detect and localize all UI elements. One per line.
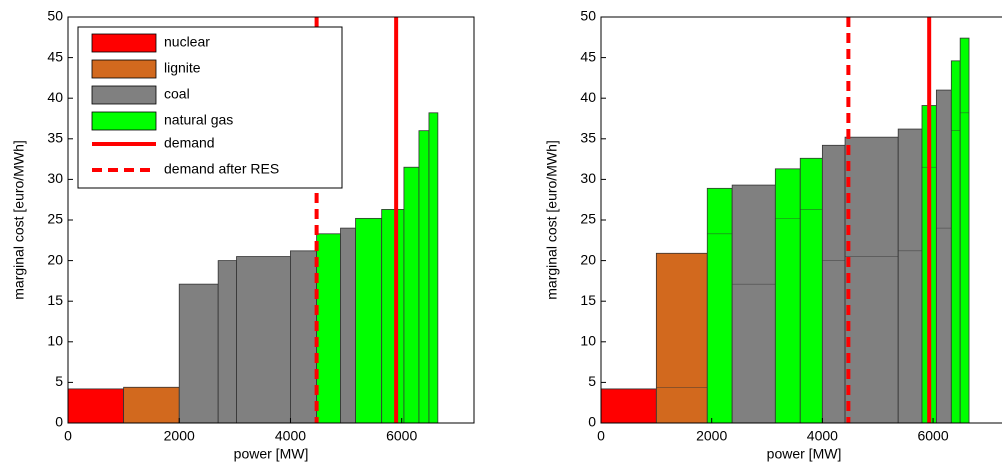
bar [731, 184, 776, 424]
y-axis-label: marginal cost [euro/MWh] [544, 140, 560, 300]
y-tick-label: 0 [588, 414, 596, 430]
x-tick-label: 6000 [917, 428, 948, 444]
y-tick-label: 10 [47, 333, 63, 349]
bar [340, 227, 356, 424]
y-tick-label: 30 [580, 170, 596, 186]
bar [799, 157, 823, 424]
axes: 0 5 10 15 20 25 30 35 40 45 50 0 2000 4000 6000 power [… [11, 8, 475, 462]
legend-box [77, 26, 343, 189]
bar [290, 250, 318, 424]
y-tick-label: 35 [580, 130, 596, 146]
y-tick-label: 35 [47, 130, 63, 146]
legend-label: nuclear [164, 34, 210, 50]
bar [706, 187, 733, 424]
x-axis-label: power [MW] [767, 446, 842, 462]
bar [355, 217, 383, 424]
x-tick-label: 6000 [386, 428, 417, 444]
bar [403, 166, 420, 424]
bar [821, 144, 846, 424]
y-tick-label: 45 [47, 48, 63, 64]
y-tick-label: 0 [55, 414, 63, 430]
bar [844, 136, 899, 424]
bar [600, 388, 657, 424]
x-tick-label: 4000 [807, 428, 838, 444]
x-tick-label: 4000 [275, 428, 306, 444]
y-tick-label: 25 [580, 211, 596, 227]
bar [316, 233, 341, 424]
bar [217, 260, 237, 424]
y-tick-label: 5 [55, 373, 63, 389]
y-axis-label: marginal cost [euro/MWh] [11, 140, 27, 300]
y-tick-label: 25 [47, 211, 63, 227]
legend-label: coal [164, 86, 190, 102]
legend-swatch [91, 111, 157, 131]
x-tick-label: 0 [64, 428, 72, 444]
y-tick-label: 20 [47, 251, 63, 267]
bar [950, 60, 961, 424]
bar [236, 256, 291, 424]
bar [774, 168, 801, 424]
x-tick-label: 0 [597, 428, 605, 444]
bar [897, 128, 923, 424]
legend-swatch [91, 59, 157, 79]
bar [428, 112, 439, 424]
y-tick-label: 40 [580, 89, 596, 105]
y-tick-label: 15 [47, 292, 63, 308]
legend-label: demand [164, 135, 215, 151]
y-tick-label: 50 [47, 8, 63, 24]
legend-label: demand after RES [164, 161, 279, 177]
bar [959, 37, 970, 424]
legend-label: natural gas [164, 112, 233, 128]
y-tick-label: 40 [47, 89, 63, 105]
x-tick-label: 2000 [696, 428, 727, 444]
y-tick-label: 50 [580, 8, 596, 24]
bar [67, 388, 125, 424]
bar [935, 89, 952, 424]
bar [178, 283, 219, 424]
y-tick-label: 45 [580, 48, 596, 64]
y-tick-label: 20 [580, 251, 596, 267]
legend-swatch [91, 33, 157, 53]
bar [381, 209, 405, 424]
x-axis-label: power [MW] [234, 446, 309, 462]
legend-swatch [91, 85, 157, 105]
bar [655, 252, 708, 424]
bar [123, 386, 180, 424]
y-tick-label: 15 [580, 292, 596, 308]
y-tick-label: 30 [47, 170, 63, 186]
axes: 0 5 10 15 20 25 30 35 40 45 50 0 2000 4000 6000 power [… [544, 8, 1002, 462]
legend-label: lignite [164, 60, 201, 76]
y-tick-label: 5 [588, 373, 596, 389]
bar [418, 130, 430, 424]
y-tick-label: 10 [580, 333, 596, 349]
legend: nuclear lignite coal natural gas demand deman… [77, 26, 343, 189]
x-tick-label: 2000 [164, 428, 195, 444]
